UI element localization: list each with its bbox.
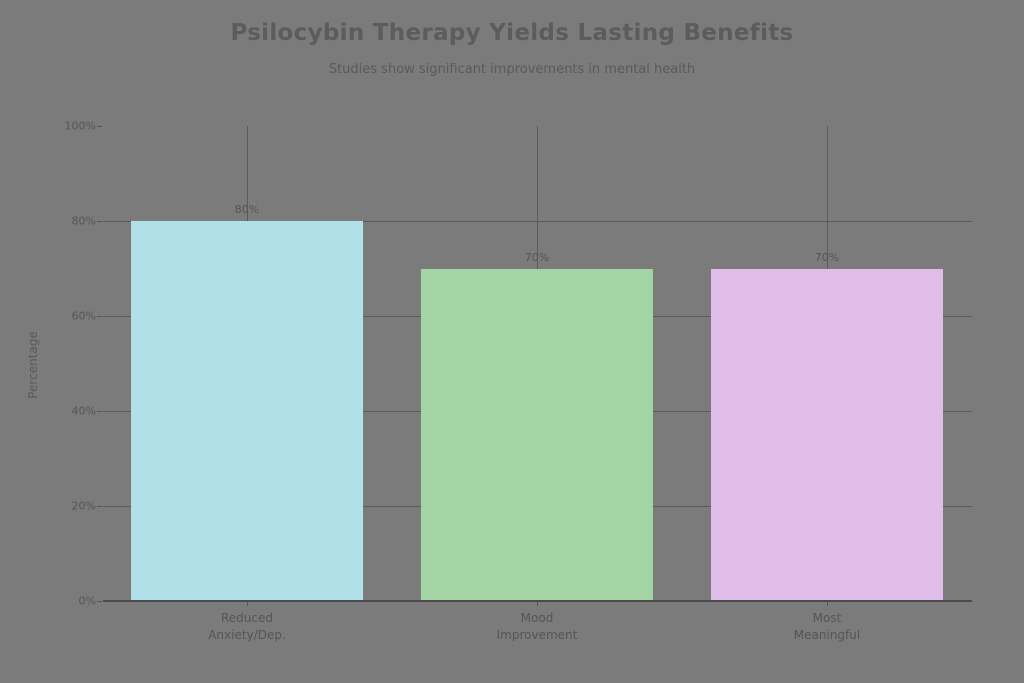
bar[interactable] [421, 269, 653, 601]
x-tick-label-line: Meaningful [793, 628, 861, 642]
x-tick-label: Reduced Anxiety/Dep. [208, 610, 286, 644]
x-tick-label-line: Anxiety/Dep. [208, 628, 286, 642]
y-tick-mark [97, 221, 102, 222]
y-axis-label: Percentage [26, 331, 40, 399]
bar-value-label: 70% [524, 251, 550, 264]
bar-value-label: 80% [234, 203, 260, 216]
x-tick-label-line: Reduced [220, 611, 274, 625]
chart-subtitle: Studies show significant improvements in… [328, 62, 696, 77]
y-tick-mark [97, 316, 102, 317]
x-tick-label-line: Improvement [496, 628, 578, 642]
y-tick-mark [97, 506, 102, 507]
bar[interactable] [711, 269, 943, 601]
y-tick-label: 60% [71, 309, 96, 323]
x-axis-line [103, 600, 972, 602]
y-tick-label: 20% [71, 499, 96, 513]
x-tick-mark [247, 602, 248, 606]
x-tick-label-line: Mood [520, 611, 554, 625]
y-tick-mark [97, 126, 102, 127]
x-tick-label-line: Most [812, 611, 842, 625]
x-tick-mark [537, 602, 538, 606]
x-tick-mark [827, 602, 828, 606]
y-tick-mark [97, 411, 102, 412]
y-tick-mark [97, 601, 102, 602]
x-tick-label: Mood Improvement [497, 610, 578, 644]
bar-value-label: 70% [814, 251, 840, 264]
bar[interactable] [131, 221, 363, 601]
y-tick-label: 40% [71, 404, 96, 418]
chart-title: Psilocybin Therapy Yields Lasting Benefi… [230, 20, 794, 46]
y-tick-label: 0% [78, 594, 96, 608]
y-tick-label: 100% [64, 119, 96, 133]
y-tick-label: 80% [71, 214, 96, 228]
x-tick-label: Most Meaningful [794, 610, 860, 644]
